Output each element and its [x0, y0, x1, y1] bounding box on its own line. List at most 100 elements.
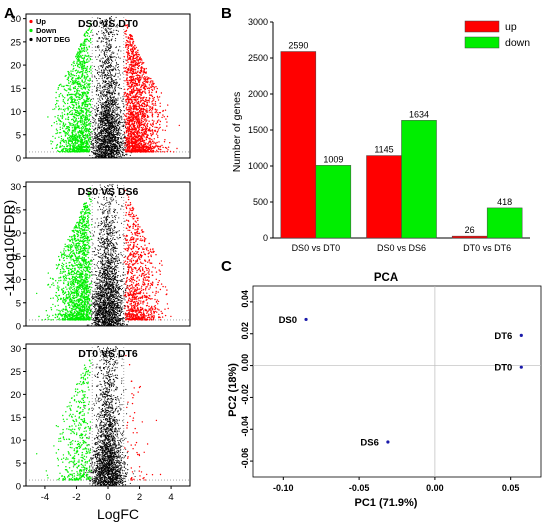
- not-deg-point: [112, 111, 114, 113]
- down-point: [86, 71, 89, 73]
- not-deg-point: [94, 132, 96, 134]
- not-deg-point: [101, 121, 103, 123]
- up-point: [150, 133, 152, 135]
- up-point: [135, 89, 137, 92]
- not-deg-point: [114, 124, 116, 126]
- not-deg-point: [111, 151, 113, 154]
- down-point: [81, 140, 83, 142]
- not-deg-point: [100, 90, 102, 92]
- not-deg-point: [109, 116, 111, 118]
- down-point: [54, 116, 56, 118]
- not-deg-point: [105, 58, 107, 60]
- up-point: [140, 68, 143, 70]
- down-point: [64, 134, 67, 136]
- up-point: [149, 108, 151, 111]
- down-point: [80, 115, 82, 118]
- up-point: [126, 130, 129, 132]
- down-point: [80, 67, 83, 69]
- down-point: [86, 144, 88, 146]
- up-point: [137, 102, 140, 105]
- down-point: [74, 87, 77, 90]
- not-deg-point: [115, 26, 117, 28]
- down-point: [60, 145, 62, 148]
- down-point: [85, 78, 88, 80]
- not-deg-point: [109, 144, 111, 146]
- not-deg-point: [97, 156, 100, 158]
- not-deg-point: [95, 115, 97, 117]
- not-deg-point: [111, 83, 113, 85]
- not-deg-point: [107, 90, 109, 92]
- not-deg-point: [99, 143, 101, 145]
- not-deg-point: [95, 144, 97, 146]
- up-point: [134, 80, 136, 82]
- down-point: [52, 135, 54, 138]
- up-point: [131, 120, 133, 122]
- not-deg-point: [106, 133, 108, 135]
- not-deg-point: [94, 156, 96, 158]
- down-point: [86, 85, 88, 87]
- down-point: [89, 58, 92, 61]
- up-point: [124, 145, 126, 147]
- down-point: [85, 119, 87, 121]
- not-deg-point: [100, 147, 102, 150]
- not-deg-point: [101, 102, 103, 104]
- not-deg-point: [113, 110, 115, 112]
- not-deg-point: [108, 141, 110, 143]
- not-deg-point: [124, 147, 127, 149]
- up-point: [159, 123, 161, 126]
- down-point: [78, 55, 80, 57]
- not-deg-point: [114, 75, 116, 78]
- down-point: [77, 71, 79, 73]
- not-deg-point: [108, 149, 110, 151]
- down-point: [75, 93, 78, 95]
- not-deg-point: [114, 56, 116, 58]
- up-point: [158, 96, 161, 98]
- not-deg-point: [116, 152, 118, 154]
- not-deg-point: [112, 115, 114, 117]
- down-point: [81, 131, 83, 134]
- not-deg-point: [107, 121, 109, 123]
- not-deg-point: [111, 125, 113, 128]
- down-point: [83, 125, 86, 127]
- not-deg-point: [105, 140, 107, 142]
- up-point: [136, 123, 138, 125]
- not-deg-point: [116, 119, 118, 121]
- down-point: [71, 127, 74, 129]
- down-point: [88, 80, 90, 82]
- not-deg-point: [94, 124, 96, 126]
- not-deg-point: [103, 25, 105, 28]
- not-deg-point: [113, 34, 115, 36]
- up-point: [157, 136, 159, 139]
- not-deg-point: [114, 110, 116, 112]
- down-point: [66, 149, 69, 151]
- down-point: [74, 70, 77, 72]
- not-deg-point: [107, 155, 109, 158]
- down-point: [70, 98, 72, 100]
- down-point: [79, 45, 82, 48]
- not-deg-point: [112, 153, 114, 155]
- not-deg-point: [122, 151, 124, 153]
- not-deg-point: [107, 38, 109, 40]
- not-deg-point: [121, 100, 123, 102]
- down-point: [78, 140, 80, 142]
- not-deg-point: [103, 129, 105, 131]
- not-deg-point: [107, 139, 109, 141]
- down-point: [69, 97, 71, 99]
- not-deg-point: [110, 97, 112, 99]
- down-point: [89, 100, 91, 103]
- up-point: [141, 129, 143, 132]
- not-deg-point: [113, 149, 115, 151]
- up-point: [152, 142, 154, 145]
- down-point: [77, 76, 79, 79]
- down-point: [75, 151, 77, 153]
- down-point: [75, 134, 77, 137]
- not-deg-point: [115, 57, 117, 59]
- up-point: [139, 104, 141, 107]
- down-point: [77, 149, 80, 151]
- not-deg-point: [110, 65, 113, 67]
- down-point: [81, 43, 83, 45]
- not-deg-point: [118, 157, 120, 159]
- not-deg-point: [123, 60, 125, 62]
- not-deg-point: [97, 93, 99, 96]
- up-point: [130, 94, 132, 97]
